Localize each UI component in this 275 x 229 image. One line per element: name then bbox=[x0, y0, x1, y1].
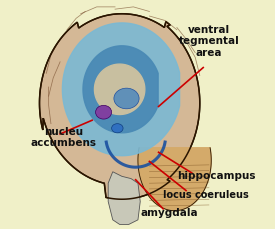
Ellipse shape bbox=[96, 105, 112, 119]
Polygon shape bbox=[62, 23, 180, 156]
Ellipse shape bbox=[112, 124, 123, 133]
Polygon shape bbox=[138, 148, 211, 211]
Text: hippocampus: hippocampus bbox=[177, 171, 255, 181]
Ellipse shape bbox=[114, 88, 139, 109]
Polygon shape bbox=[108, 172, 140, 224]
Text: locus coeruleus: locus coeruleus bbox=[163, 190, 249, 200]
Polygon shape bbox=[83, 46, 158, 133]
Text: amygdala: amygdala bbox=[140, 208, 198, 218]
Polygon shape bbox=[94, 64, 145, 114]
Polygon shape bbox=[40, 14, 200, 199]
Text: nucleu
accumbens: nucleu accumbens bbox=[30, 127, 96, 148]
Text: ventral
tegmental
area: ventral tegmental area bbox=[178, 25, 239, 58]
